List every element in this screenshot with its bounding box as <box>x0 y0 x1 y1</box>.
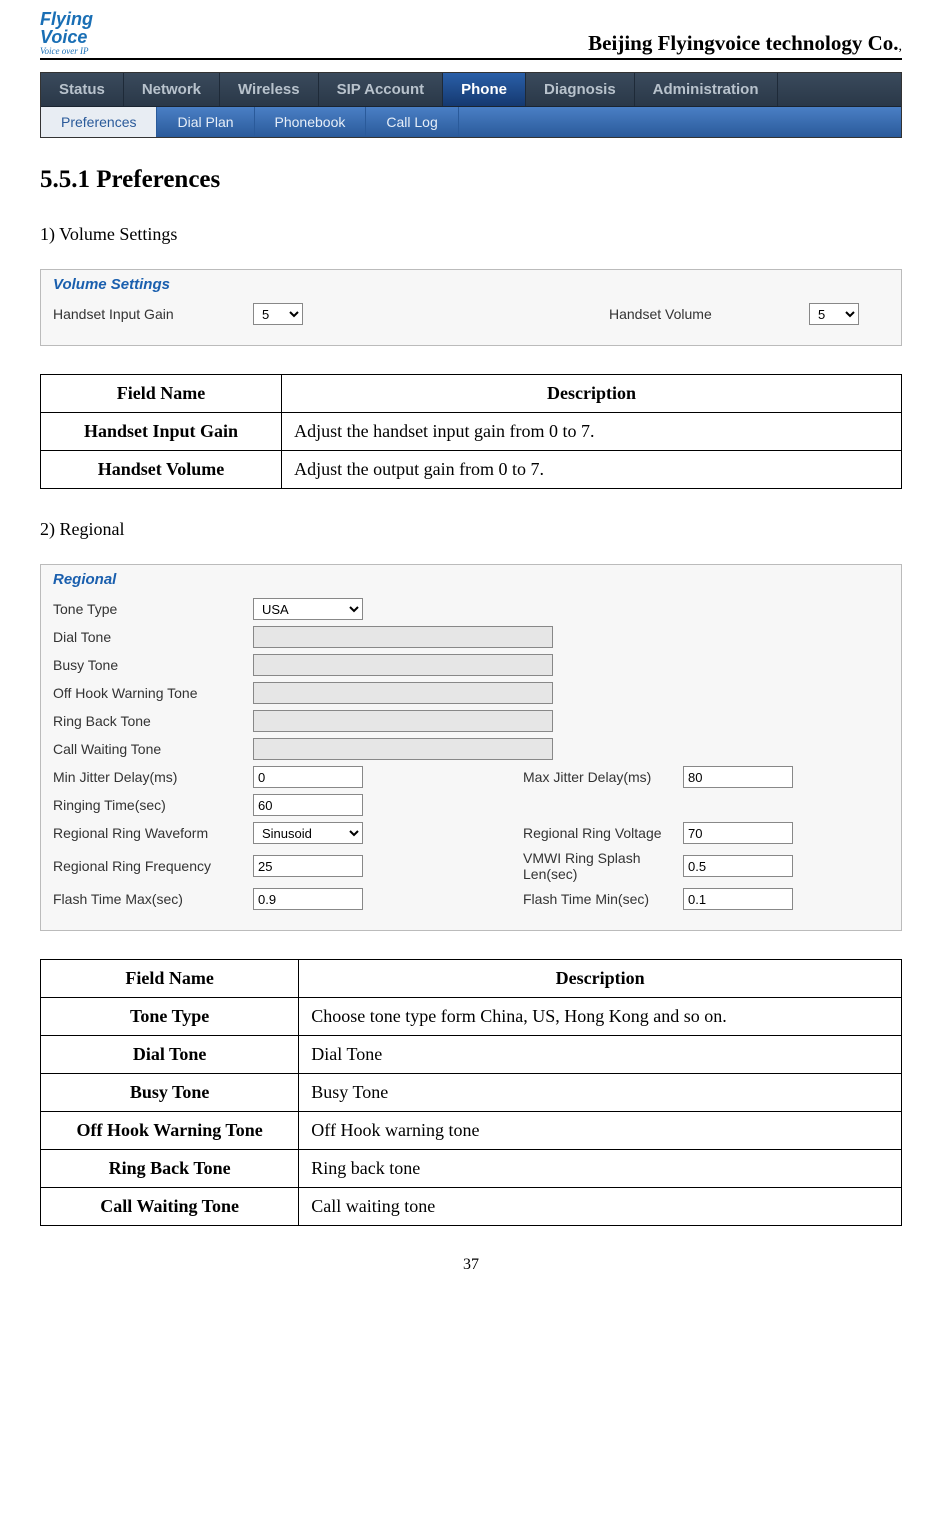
logo: Flying Voice Voice over IP <box>40 10 93 56</box>
page-number: 37 <box>40 1256 902 1274</box>
handset-volume-select[interactable]: 5 <box>809 303 859 325</box>
tone-type-label: Tone Type <box>53 601 253 617</box>
regional-panel-title: Regional <box>53 571 889 588</box>
volume-panel-title: Volume Settings <box>53 276 889 293</box>
table1-header-field: Field Name <box>41 375 282 413</box>
table-row: Call Waiting ToneCall waiting tone <box>41 1188 902 1226</box>
subtab-phonebook[interactable]: Phonebook <box>255 107 367 137</box>
handset-volume-label: Handset Volume <box>609 306 809 322</box>
ringing-time-input[interactable] <box>253 794 363 816</box>
logo-sub: Voice over IP <box>40 46 93 56</box>
ring-freq-input[interactable] <box>253 855 363 877</box>
ring-back-input[interactable] <box>253 710 553 732</box>
flash-min-label: Flash Time Min(sec) <box>483 891 683 907</box>
volume-settings-panel: Volume Settings Handset Input Gain 5 Han… <box>40 269 902 346</box>
ring-waveform-label: Regional Ring Waveform <box>53 825 253 841</box>
tab-wireless[interactable]: Wireless <box>220 73 319 106</box>
logo-line1: Flying <box>40 10 93 28</box>
subtab-dial-plan[interactable]: Dial Plan <box>157 107 254 137</box>
flash-max-label: Flash Time Max(sec) <box>53 891 253 907</box>
vmwi-input[interactable] <box>683 855 793 877</box>
section-heading: 5.5.1 Preferences <box>40 166 902 194</box>
ring-voltage-label: Regional Ring Voltage <box>483 825 683 841</box>
table2-header-field: Field Name <box>41 960 299 998</box>
tab-sip-account[interactable]: SIP Account <box>319 73 444 106</box>
regional-table: Field Name Description Tone TypeChoose t… <box>40 959 902 1226</box>
vmwi-label: VMWI Ring Splash Len(sec) <box>483 850 683 882</box>
subtab-preferences[interactable]: Preferences <box>41 107 157 137</box>
tab-diagnosis[interactable]: Diagnosis <box>526 73 635 106</box>
page-header: Flying Voice Voice over IP Beijing Flyin… <box>40 10 902 60</box>
max-jitter-label: Max Jitter Delay(ms) <box>483 769 683 785</box>
tab-administration[interactable]: Administration <box>635 73 778 106</box>
call-wait-input[interactable] <box>253 738 553 760</box>
table2-header-desc: Description <box>299 960 902 998</box>
table-row: Tone TypeChoose tone type form China, US… <box>41 998 902 1036</box>
nav-subtabs: Preferences Dial Plan Phonebook Call Log <box>41 107 901 137</box>
table-row: Busy ToneBusy Tone <box>41 1074 902 1112</box>
ring-back-label: Ring Back Tone <box>53 713 253 729</box>
handset-input-gain-select[interactable]: 5 <box>253 303 303 325</box>
table-row: Handset Volume Adjust the output gain fr… <box>41 451 902 489</box>
tab-status[interactable]: Status <box>41 73 124 106</box>
max-jitter-input[interactable] <box>683 766 793 788</box>
logo-line2: Voice <box>40 28 93 46</box>
table-row: Handset Input Gain Adjust the handset in… <box>41 413 902 451</box>
busy-tone-input[interactable] <box>253 654 553 676</box>
nav-tabs: Status Network Wireless SIP Account Phon… <box>41 73 901 107</box>
subsection-volume-title: 1) Volume Settings <box>40 224 902 245</box>
dial-tone-input[interactable] <box>253 626 553 648</box>
table1-header-desc: Description <box>282 375 902 413</box>
min-jitter-label: Min Jitter Delay(ms) <box>53 769 253 785</box>
table-row: Dial ToneDial Tone <box>41 1036 902 1074</box>
regional-panel: Regional Tone Type USA Dial Tone Busy To… <box>40 564 902 931</box>
ring-voltage-input[interactable] <box>683 822 793 844</box>
subsection-regional-title: 2) Regional <box>40 519 902 540</box>
busy-tone-label: Busy Tone <box>53 657 253 673</box>
ringing-time-label: Ringing Time(sec) <box>53 797 253 813</box>
ring-freq-label: Regional Ring Frequency <box>53 858 253 874</box>
tone-type-select[interactable]: USA <box>253 598 363 620</box>
company-name: Beijing Flyingvoice technology Co., <box>588 31 902 56</box>
min-jitter-input[interactable] <box>253 766 363 788</box>
tab-phone[interactable]: Phone <box>443 73 526 106</box>
flash-max-input[interactable] <box>253 888 363 910</box>
call-wait-label: Call Waiting Tone <box>53 741 253 757</box>
off-hook-label: Off Hook Warning Tone <box>53 685 253 701</box>
dial-tone-label: Dial Tone <box>53 629 253 645</box>
table-row: Off Hook Warning ToneOff Hook warning to… <box>41 1112 902 1150</box>
volume-table: Field Name Description Handset Input Gai… <box>40 374 902 489</box>
off-hook-input[interactable] <box>253 682 553 704</box>
ring-waveform-select[interactable]: Sinusoid <box>253 822 363 844</box>
handset-input-gain-label: Handset Input Gain <box>53 306 253 322</box>
tab-network[interactable]: Network <box>124 73 220 106</box>
subtab-call-log[interactable]: Call Log <box>366 107 458 137</box>
table-row: Ring Back ToneRing back tone <box>41 1150 902 1188</box>
flash-min-input[interactable] <box>683 888 793 910</box>
nav-screenshot: Status Network Wireless SIP Account Phon… <box>40 72 902 138</box>
